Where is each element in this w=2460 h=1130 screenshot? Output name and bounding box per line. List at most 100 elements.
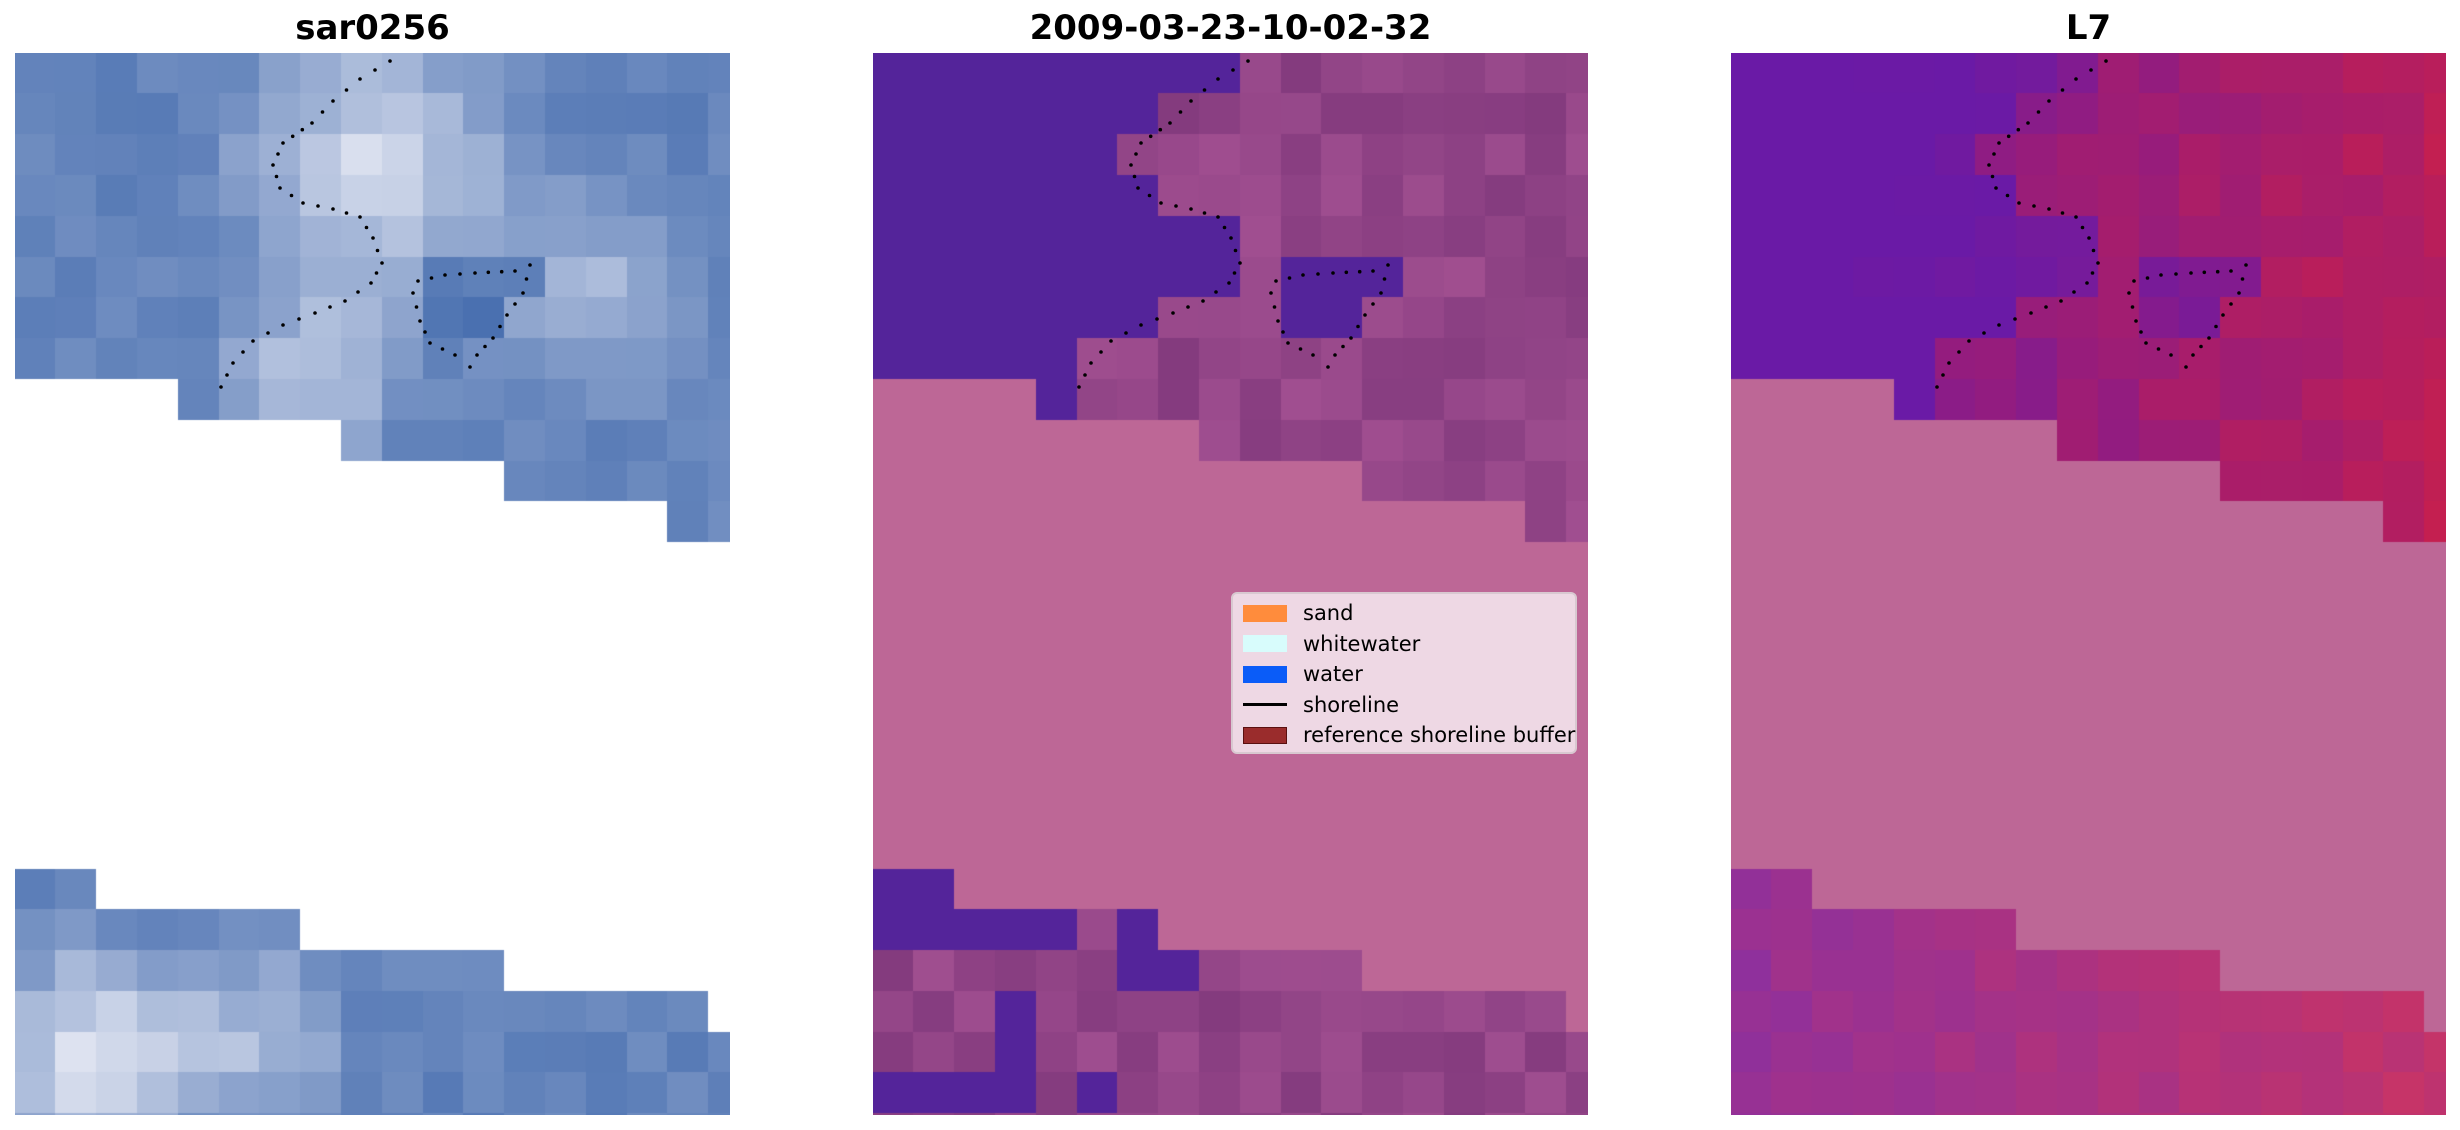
shoreline-point	[1155, 317, 1159, 321]
shoreline-point	[1344, 270, 1349, 275]
shoreline-point	[2016, 127, 2021, 132]
legend-item-water: water	[1243, 659, 1565, 690]
shoreline-point	[1935, 385, 1939, 389]
shoreline-point	[369, 281, 373, 285]
shoreline-point	[468, 365, 472, 369]
shoreline-point	[1139, 141, 1143, 145]
shoreline-point	[2221, 313, 2225, 317]
shoreline-point	[364, 225, 369, 230]
shoreline-point	[331, 99, 335, 103]
legend-label: shoreline	[1303, 692, 1400, 717]
shoreline-point	[1311, 353, 1315, 357]
shoreline-point	[278, 186, 282, 190]
shoreline-point	[320, 110, 325, 114]
shoreline-point	[1382, 277, 1387, 281]
shoreline-point	[2087, 236, 2091, 240]
shoreline-point	[2199, 344, 2203, 349]
shoreline-point	[498, 324, 502, 329]
shoreline-point	[521, 291, 525, 295]
legend-label: reference shoreline buffer	[1303, 723, 1576, 748]
shoreline-point	[313, 311, 317, 315]
shoreline-point	[266, 331, 270, 335]
shoreline-point	[1178, 110, 1183, 114]
shoreline-point	[2214, 324, 2218, 329]
shoreline-point	[2169, 353, 2173, 357]
shoreline-point	[1281, 330, 1285, 334]
legend: sand whitewater water shoreline referenc…	[1231, 592, 1577, 754]
shoreline-point	[2156, 347, 2161, 351]
shoreline-point	[271, 163, 275, 167]
shoreline-point	[1231, 68, 1235, 72]
shoreline-point	[231, 361, 235, 365]
shoreline-point	[1124, 331, 1128, 335]
shoreline-point	[1994, 186, 1998, 190]
shoreline-point	[2060, 211, 2065, 215]
sand-swatch	[1243, 604, 1287, 622]
shoreline-point	[1202, 211, 1207, 215]
classified-image-panel	[873, 53, 1588, 1115]
shoreline-point	[2047, 99, 2051, 103]
shoreline-point	[1229, 236, 1233, 240]
whitewater-swatch	[1243, 635, 1287, 653]
shoreline-point	[1186, 305, 1190, 309]
shoreline-point	[1147, 193, 1152, 198]
shoreline-point	[2091, 248, 2096, 253]
shoreline-point	[1363, 313, 1367, 317]
shoreline-point	[358, 77, 362, 81]
shoreline-point	[1356, 324, 1360, 329]
shoreline-point	[1967, 339, 1971, 343]
shoreline-point	[2174, 272, 2178, 276]
shoreline-point	[2072, 290, 2076, 294]
shoreline-point	[2127, 291, 2131, 295]
shoreline-point	[281, 141, 285, 145]
shoreline-point	[1997, 323, 2001, 327]
index-image-panel	[1731, 53, 2446, 1115]
shoreline-point	[1189, 207, 1193, 211]
shoreline-point	[1386, 263, 1390, 267]
shoreline-point	[1941, 373, 1945, 377]
shoreline-point	[2229, 302, 2233, 306]
shoreline-point	[473, 271, 477, 275]
shoreline-point	[2026, 121, 2030, 125]
shoreline-point	[1272, 305, 1277, 309]
shoreline-point	[344, 88, 349, 92]
shoreline-point	[2229, 269, 2233, 273]
shoreline-point	[1982, 331, 1986, 335]
shoreline-point	[1274, 279, 1278, 283]
shoreline-point	[2134, 319, 2138, 323]
shoreline-point	[2047, 207, 2051, 211]
shoreline-point	[276, 152, 280, 156]
shoreline-point	[2189, 271, 2193, 275]
shoreline-point	[499, 269, 504, 274]
shoreline-point	[491, 336, 495, 340]
shoreline-point	[2032, 204, 2036, 208]
shoreline-point	[414, 305, 419, 309]
shoreline-point	[310, 121, 314, 125]
shoreline-point	[1171, 311, 1175, 315]
shoreline-point	[1136, 186, 1140, 190]
rgb-image	[15, 53, 730, 1115]
shoreline-point	[2130, 305, 2135, 309]
shoreline-point	[2090, 271, 2095, 275]
shoreline-point	[429, 276, 434, 280]
shoreline-point	[1233, 248, 1238, 253]
legend-label: sand	[1303, 601, 1354, 626]
shoreline-point	[1159, 201, 1163, 205]
shoreline-point	[524, 277, 529, 281]
panel-title-index: L7	[2065, 8, 2112, 48]
shoreline-point	[513, 302, 517, 306]
shoreline-point	[2244, 263, 2248, 267]
shoreline-point	[374, 271, 379, 275]
shoreline-point	[1139, 323, 1143, 327]
shoreline-point	[475, 353, 479, 357]
shoreline-point	[1316, 272, 1320, 276]
shoreline-point	[2240, 277, 2245, 281]
shoreline-point	[1109, 339, 1113, 343]
shoreline-point	[2132, 279, 2136, 283]
shoreline-point	[1371, 302, 1375, 306]
shoreline-point	[1132, 174, 1137, 179]
shoreline-point	[1326, 365, 1330, 369]
shoreline-point	[380, 261, 384, 265]
shoreline-point	[428, 341, 432, 345]
shoreline-point	[1214, 290, 1218, 294]
